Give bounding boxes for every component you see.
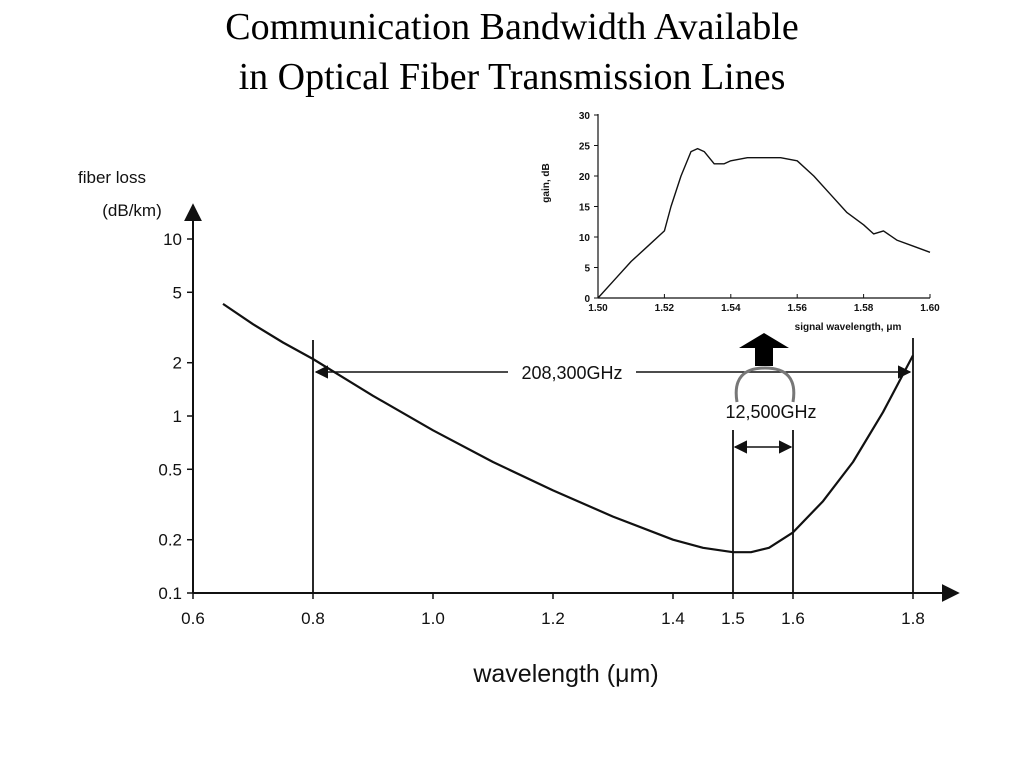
x-tick-label: 1.4 [661, 609, 685, 628]
inset-x-tick-label: 1.58 [854, 303, 874, 314]
x-tick-label: 0.8 [301, 609, 325, 628]
inset-mark-group [597, 147, 931, 299]
inset-y-tick-label: 15 [579, 203, 591, 214]
main-annotation-group: 208,300GHz 12,500GHz [312, 338, 914, 593]
main-tick-group: 0.6 0.8 1.0 1.2 1.4 1.5 1.6 1.8 0.1 0.2 0.5 1 2 5 10 [158, 230, 924, 628]
inset-x-tick-label: 1.60 [920, 303, 940, 314]
inset-x-tick-label: 1.50 [588, 303, 608, 314]
slide-title-line-2: in Optical Fiber Transmission Lines [238, 56, 786, 98]
inset-x-tick-label: 1.56 [787, 303, 807, 314]
main-ylabel-line-2: (dB/km) [102, 201, 162, 220]
x-tick-label: 1.2 [541, 609, 565, 628]
y-tick-label: 0.1 [158, 584, 182, 603]
y-tick-label: 1 [173, 407, 182, 426]
slide-title: Communication Bandwidth Available in Opt… [0, 2, 1024, 102]
y-tick-label: 0.2 [158, 531, 182, 550]
inset-x-tick-label: 1.52 [655, 303, 675, 314]
y-tick-label: 2 [173, 354, 182, 373]
wide-band-label: 208,300GHz [521, 363, 622, 383]
y-tick-label: 0.5 [158, 460, 182, 479]
inset-y-tick-label: 20 [579, 172, 591, 183]
y-tick-label: 5 [173, 283, 182, 302]
inset-y-tick-label: 10 [579, 233, 591, 244]
x-tick-label: 1.5 [721, 609, 745, 628]
inset-ylabel: gain, dB [541, 163, 552, 202]
slide-title-line-1: Communication Bandwidth Available [225, 6, 799, 48]
amplifier-gain-inset: gain, dB signal wavelength, μm 1.50 1.52 1… [541, 111, 940, 333]
inset-tick-group: 1.50 1.52 1.54 1.56 1.58 1.60 0 5 10 15 20 25 30 [579, 111, 940, 314]
main-xlabel: wavelength (μm) [472, 660, 658, 688]
main-ylabel-line-1: fiber loss [78, 168, 146, 187]
x-tick-label: 1.6 [781, 609, 805, 628]
x-tick-label: 1.0 [421, 609, 445, 628]
inset-y-tick-label: 30 [579, 111, 591, 122]
inset-y-tick-label: 0 [584, 294, 590, 305]
gain-curve [597, 147, 931, 299]
inset-xlabel: signal wavelength, μm [795, 322, 902, 333]
inset-up-arrow-icon [739, 333, 789, 366]
main-mark-group [222, 302, 914, 554]
window-bracket [734, 366, 796, 403]
y-tick-label: 10 [163, 230, 182, 249]
narrow-band-label: 12,500GHz [725, 402, 816, 422]
inset-y-tick-label: 25 [579, 142, 591, 153]
fiber-loss-curve [222, 302, 914, 554]
inset-x-tick-label: 1.54 [721, 303, 741, 314]
inset-y-tick-label: 5 [584, 264, 590, 275]
x-tick-label: 1.8 [901, 609, 925, 628]
x-tick-label: 0.6 [181, 609, 205, 628]
